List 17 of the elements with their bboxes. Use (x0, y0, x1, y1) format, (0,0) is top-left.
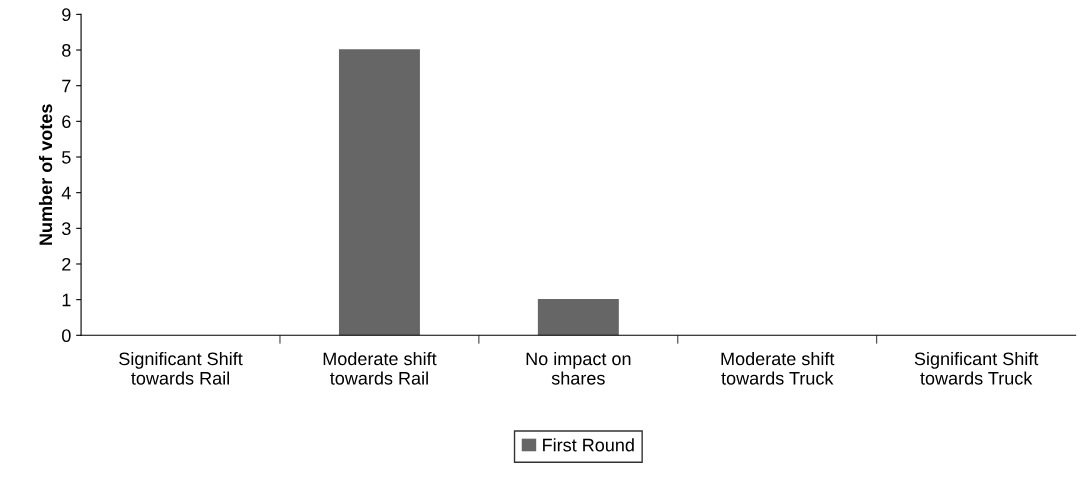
legend-label: First Round (543, 438, 634, 452)
y-tick-label: 1 (62, 293, 71, 307)
y-tick-label: 5 (62, 151, 71, 164)
x-tick-label: Moderate shift towards Rail (323, 351, 437, 385)
y-axis-title: Number of votes (38, 104, 53, 245)
y-tick-label: 9 (62, 8, 71, 22)
y-tick-label: 2 (62, 257, 71, 271)
y-tick-label: 7 (62, 79, 71, 93)
y-tick-label: 3 (62, 222, 71, 236)
y-tick-label: 6 (62, 115, 71, 129)
y-tick-label: 0 (62, 329, 71, 343)
y-tick-label: 4 (61, 186, 71, 200)
y-tick-label: 8 (62, 43, 71, 57)
x-tick-label: Moderate shift towards Truck (721, 351, 835, 385)
x-tick-label: Significant Shift towards Rail (119, 351, 243, 385)
x-tick-label: Significant Shift towards Truck (914, 351, 1039, 385)
x-tick-label: No impact on shares (526, 351, 631, 385)
